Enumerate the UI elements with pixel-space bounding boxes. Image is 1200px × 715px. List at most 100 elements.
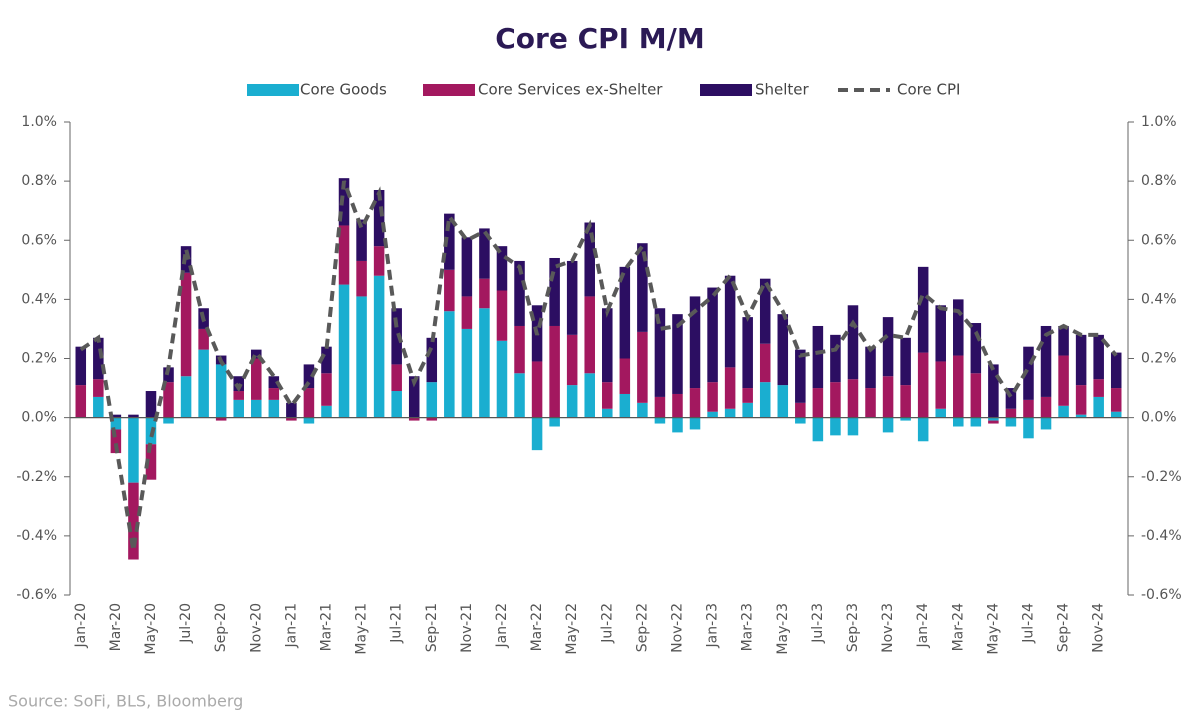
- bar-segment: [812, 388, 824, 418]
- bar-segment: [619, 266, 631, 359]
- x-tick-label: Jan-22: [494, 603, 510, 648]
- bar-segment: [847, 305, 859, 380]
- bar-segment: [303, 417, 315, 424]
- bar-segment: [268, 388, 280, 400]
- y-tick-label: -0.4%: [16, 528, 57, 544]
- x-tick-label: Sep-23: [845, 603, 861, 652]
- x-tick-label: Jan-20: [73, 603, 89, 648]
- bar-segment: [531, 417, 543, 451]
- chart-title: Core CPI M/M: [495, 22, 705, 55]
- bar-segment: [602, 408, 613, 418]
- bar-segment: [1058, 405, 1069, 418]
- bar-segment: [935, 361, 946, 409]
- y-tick-label: 0.6%: [21, 232, 57, 248]
- bar-segment: [93, 396, 104, 418]
- bar-segment: [795, 349, 806, 403]
- x-tick-label: Sep-20: [213, 603, 229, 652]
- bar-segment: [988, 420, 999, 424]
- bar-segment: [759, 382, 771, 418]
- bar-segment: [900, 417, 911, 421]
- bar-segment: [602, 382, 613, 409]
- bar-segment: [865, 346, 876, 389]
- bar-segment: [1040, 325, 1052, 397]
- bar-segment: [900, 337, 911, 386]
- bar-segment: [707, 411, 718, 418]
- bar-segment: [110, 414, 122, 418]
- bar-segment: [637, 331, 648, 403]
- bar-segment: [566, 260, 578, 335]
- x-tick-label: Nov-20: [248, 603, 264, 653]
- x-tick-label: May-22: [564, 603, 580, 655]
- x-tick-label: Mar-22: [529, 603, 545, 651]
- y2-tick-label: -0.6%: [1141, 587, 1182, 603]
- x-tick-label: Mar-24: [950, 603, 966, 651]
- y-tick-label: 1.0%: [21, 114, 57, 130]
- legend-label: Core Services ex-Shelter: [478, 81, 663, 99]
- bar-segment: [847, 417, 859, 436]
- bar-segment: [514, 260, 525, 326]
- bar-segment: [1023, 346, 1034, 400]
- bar-segment: [812, 417, 824, 442]
- bar-segment: [830, 417, 841, 436]
- bar-segment: [180, 272, 192, 377]
- x-tick-label: Jul-21: [389, 603, 405, 644]
- y2-tick-label: 0.2%: [1141, 351, 1177, 367]
- x-tick-label: Sep-22: [634, 603, 650, 652]
- x-tick-label: Mar-20: [108, 603, 124, 651]
- bar-segment: [584, 373, 595, 418]
- bar-segment: [268, 399, 280, 418]
- bar-segment: [373, 246, 385, 276]
- x-tick-label: Mar-23: [740, 603, 756, 651]
- bar-segment: [163, 382, 174, 418]
- x-tick-label: Jan-21: [283, 603, 299, 648]
- bar-segment: [549, 325, 560, 418]
- bar-segment: [514, 373, 525, 418]
- x-tick-label: Jul-24: [1020, 603, 1036, 644]
- bar-segment: [93, 337, 104, 380]
- y2-tick-label: 0.6%: [1141, 232, 1177, 248]
- y-tick-label: -0.2%: [16, 469, 57, 485]
- bar-segment: [1093, 379, 1104, 397]
- bar-segment: [619, 393, 631, 418]
- x-tick-label: May-23: [775, 603, 791, 655]
- bar-segment: [882, 376, 894, 418]
- bar-segment: [321, 405, 332, 418]
- bar-segment: [338, 178, 350, 226]
- bar-segment: [742, 388, 753, 403]
- bar-segment: [759, 343, 771, 383]
- bar-segment: [391, 364, 402, 392]
- bar-segment: [514, 325, 525, 374]
- y2-tick-label: -0.4%: [1141, 528, 1182, 544]
- bar-segment: [988, 364, 999, 418]
- bar-segment: [953, 417, 964, 427]
- x-tick-label: Nov-24: [1091, 603, 1107, 653]
- legend-label: Core Goods: [300, 81, 387, 99]
- bar-segment: [426, 382, 438, 418]
- bar-segment: [865, 388, 876, 418]
- bar-segment: [391, 308, 402, 365]
- bar-segment: [619, 358, 631, 394]
- y-tick-label: 0.0%: [21, 410, 57, 426]
- bar-segment: [1005, 388, 1017, 409]
- bar-segment: [321, 373, 332, 406]
- bar-segment: [1110, 411, 1122, 418]
- legend-swatch: [247, 84, 299, 96]
- bar-segment: [1058, 355, 1069, 406]
- y2-tick-label: 0.8%: [1141, 173, 1177, 189]
- bar-segment: [75, 385, 87, 418]
- bar-segment: [373, 189, 385, 247]
- bar-segment: [584, 296, 595, 374]
- y-tick-label: 0.2%: [21, 351, 57, 367]
- bar-segment: [338, 284, 350, 418]
- y2-tick-label: -0.2%: [1141, 469, 1182, 485]
- bar-segment: [935, 305, 946, 362]
- bar-segment: [268, 376, 280, 389]
- bar-segment: [637, 402, 648, 418]
- y-tick-label: 0.8%: [21, 173, 57, 189]
- bar-segment: [1110, 352, 1122, 389]
- x-tick-label: Nov-23: [880, 603, 896, 653]
- bar-segment: [847, 379, 859, 418]
- bar-segment: [1093, 396, 1104, 418]
- bar-segment: [461, 296, 473, 329]
- bar-segment: [970, 417, 982, 427]
